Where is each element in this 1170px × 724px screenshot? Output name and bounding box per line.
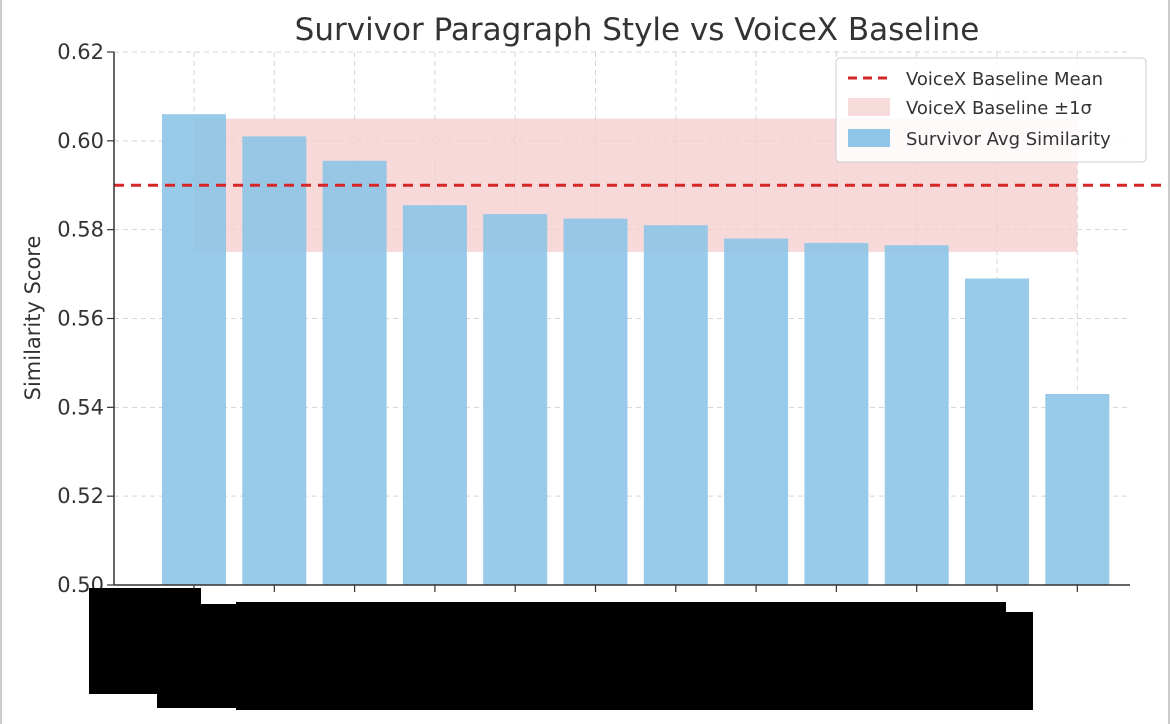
chart-title: Survivor Paragraph Style vs VoiceX Basel…	[295, 12, 980, 48]
y-tick-label: 0.62	[57, 40, 104, 64]
y-tick-label: 0.54	[57, 395, 104, 419]
y-axis-label: Similarity Score	[21, 236, 45, 401]
redaction-block	[876, 612, 1033, 710]
bar	[483, 214, 548, 585]
bar	[242, 136, 307, 585]
legend: VoiceX Baseline Mean VoiceX Baseline ±1σ…	[835, 57, 1147, 163]
legend-band-swatch	[848, 98, 890, 116]
legend-box	[835, 57, 1147, 163]
bar	[804, 242, 869, 585]
y-tick-label: 0.60	[57, 129, 104, 153]
y-tick-label: 0.56	[57, 307, 104, 331]
y-tick-label: 0.58	[57, 218, 104, 242]
redaction-layer	[89, 588, 1033, 710]
legend-band-label: VoiceX Baseline ±1σ	[906, 98, 1092, 119]
bar	[884, 245, 949, 585]
legend-mean-label: VoiceX Baseline Mean	[906, 69, 1103, 90]
bar	[563, 218, 628, 585]
legend-series-swatch	[848, 129, 890, 147]
bar	[724, 238, 789, 586]
bar	[1045, 394, 1110, 585]
bar	[162, 114, 226, 585]
left-frame-border	[0, 0, 2, 724]
bar	[322, 160, 387, 585]
right-frame-border	[1168, 0, 1170, 724]
bar-layer	[162, 114, 1110, 586]
bar	[965, 278, 1029, 585]
legend-series-label: Survivor Avg Similarity	[906, 129, 1111, 150]
y-tick-label: 0.52	[57, 484, 104, 508]
bar	[643, 225, 708, 585]
bar	[402, 205, 467, 586]
axis-layer: 0.500.520.540.560.580.600.62	[57, 40, 1130, 597]
